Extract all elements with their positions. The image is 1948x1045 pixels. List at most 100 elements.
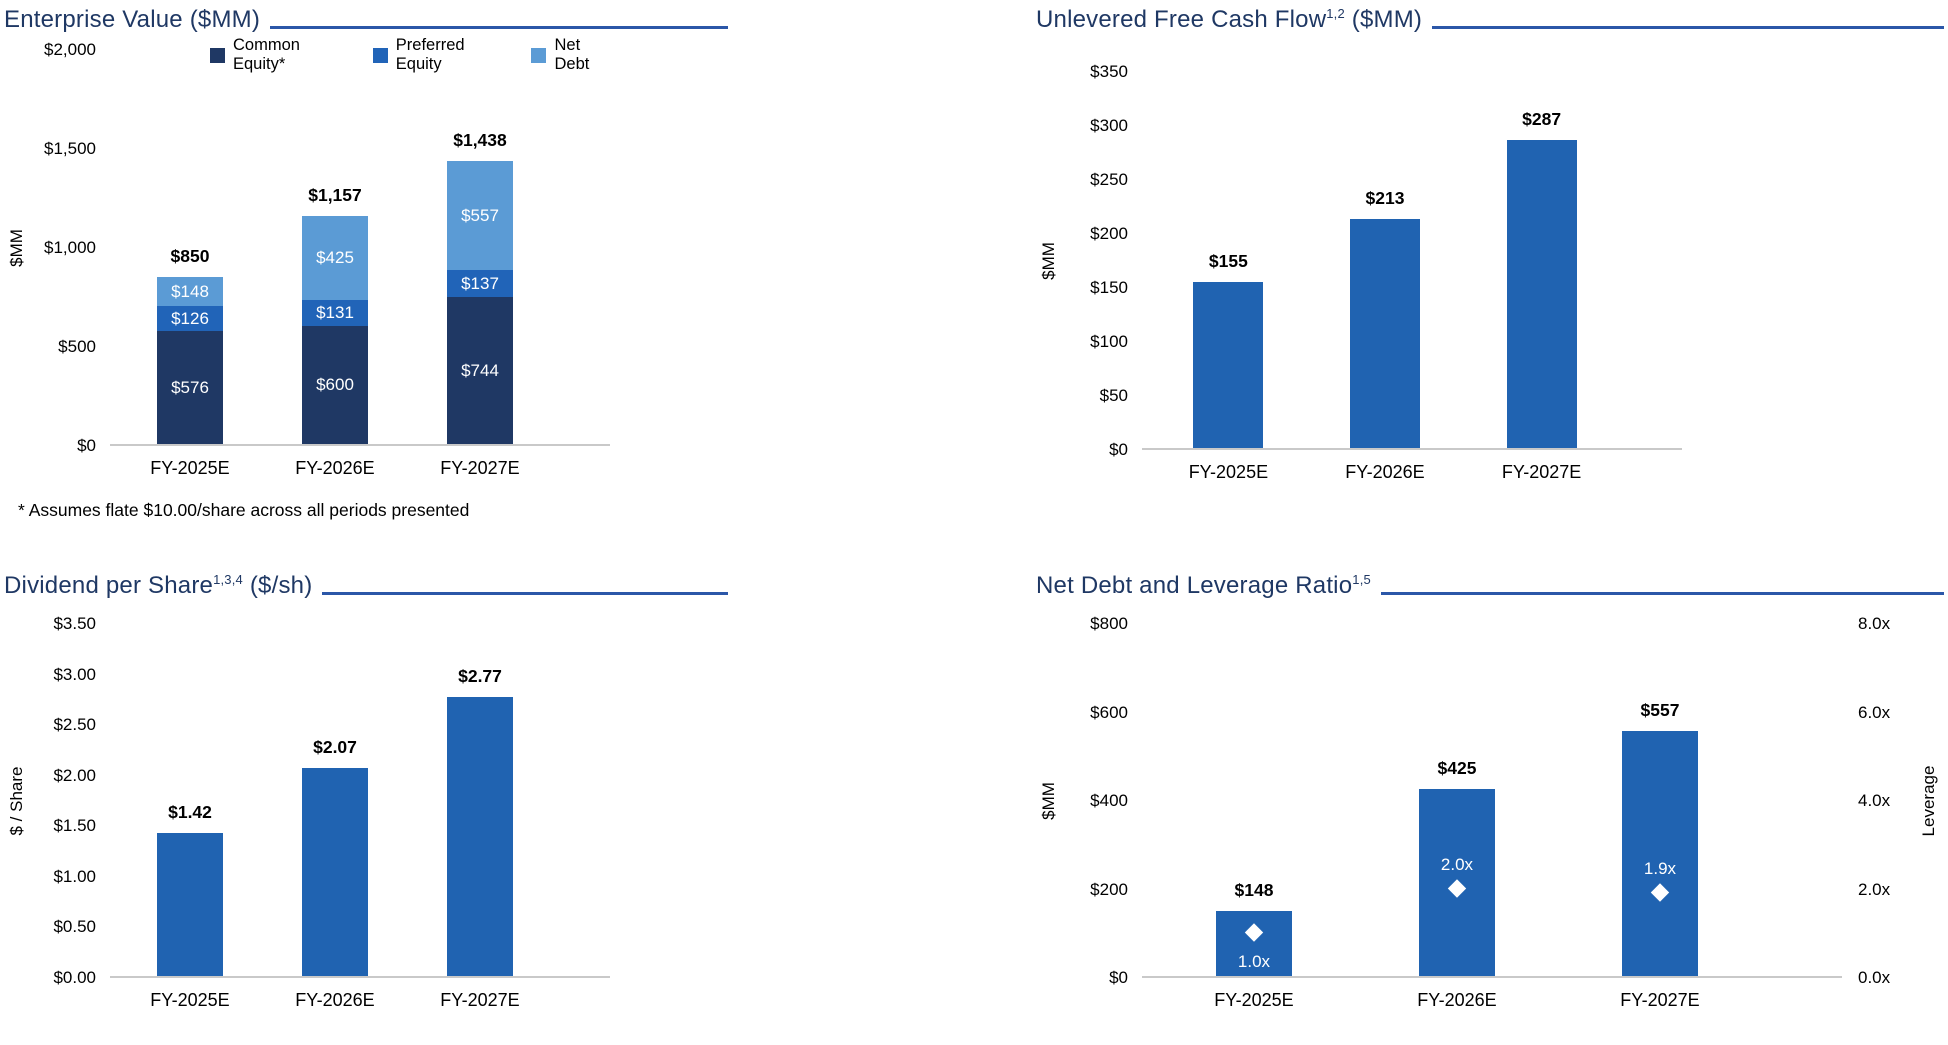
x-tick-label: FY-2025E	[150, 990, 230, 1010]
bar-value-label: $2.07	[313, 736, 357, 757]
title-text: Net Debt and Leverage Ratio	[1036, 572, 1353, 599]
bar-segment-preferred-equity: $126	[157, 305, 223, 331]
bar-segment-preferred-equity: $131	[302, 299, 368, 326]
x-axis-labels: FY-2025E FY-2026E FY-2027E	[110, 458, 610, 488]
y-tick-label: $500	[58, 337, 96, 356]
bar-segment-common-equity: $576	[157, 330, 223, 444]
y-tick-label: $400	[1090, 791, 1128, 810]
bar-value-label: $148	[1234, 879, 1274, 900]
y-tick-label: $800	[1090, 614, 1128, 633]
title-text: ($/sh)	[242, 572, 313, 599]
y-tick-label: $1,500	[44, 139, 96, 158]
chart-title-row: Dividend per Share1,3,4 ($/sh)	[4, 572, 728, 600]
secondary-y-axis-label: Leverage	[1916, 624, 1942, 978]
marker-value-label: 2.0x	[1440, 855, 1474, 874]
x-axis-labels: FY-2025E FY-2026E FY-2027E	[1142, 990, 1842, 1020]
title-underline	[1380, 592, 1944, 595]
segment-value-label: $137	[461, 274, 499, 294]
total-value-label: $1,157	[308, 185, 362, 206]
segment-value-label: $148	[171, 281, 209, 301]
y-tick-label: $0	[77, 436, 96, 455]
bar-segment-net-debt: $425	[302, 216, 368, 300]
legend-item: Preferred Equity	[372, 36, 500, 74]
title-text: Enterprise Value ($MM)	[4, 6, 261, 33]
x-tick-label: FY-2027E	[440, 458, 520, 478]
secondary-y-axis-label-text: Leverage	[1919, 765, 1938, 837]
bar-value-label: $2.77	[458, 666, 502, 687]
plot-area: $155 $213 $287	[1142, 72, 1682, 450]
bar-value-label: $213	[1365, 188, 1405, 209]
plot-row: $MM $800 $600 $400 $200 $0 $148 1.0x $425 2.0x $55…	[1036, 614, 1944, 1020]
y-tick-label: $1,000	[44, 238, 96, 257]
y-tick-label: $0.50	[53, 917, 96, 937]
y-axis-ticks: $2,000 $1,500 $1,000 $500 $0	[30, 40, 110, 455]
stacked-bar: $148 $126 $576	[157, 276, 223, 444]
legend-swatch-net-debt	[531, 47, 547, 63]
title-underline	[322, 592, 728, 595]
marker-value-label: 1.0x	[1237, 952, 1271, 971]
segment-value-label: $576	[171, 377, 209, 397]
y-axis-ticks: $350 $300 $250 $200 $150 $100 $50 $0	[1062, 62, 1142, 459]
secondary-y-tick-label: 4.0x	[1858, 791, 1891, 810]
stacked-bar: $425 $131 $600	[302, 216, 368, 444]
bar-segment-preferred-equity: $137	[447, 270, 513, 298]
y-tick-label: $250	[1090, 170, 1128, 189]
y-tick-label: $150	[1090, 278, 1128, 297]
plot-row: $MM $350 $300 $250 $200 $150 $100 $50 $0 $155 $213…	[1036, 62, 1944, 492]
y-tick-label: $300	[1090, 116, 1128, 135]
segment-value-label: $126	[171, 308, 209, 328]
bar	[1506, 139, 1577, 448]
x-axis-labels: FY-2025E FY-2026E FY-2027E	[1142, 462, 1682, 492]
title-text: ($MM)	[1344, 6, 1423, 33]
marker-value-label: 1.9x	[1643, 859, 1677, 879]
y-tick-label: $0	[1109, 968, 1128, 987]
chart-title-row: Enterprise Value ($MM)	[4, 6, 728, 34]
secondary-y-axis-ticks: 8.0x 6.0x 4.0x 2.0x 0.0x	[1842, 614, 1916, 987]
bar-segment-net-debt: $557	[447, 160, 513, 271]
legend-swatch-preferred-equity	[372, 47, 388, 63]
bar	[1350, 219, 1420, 448]
y-tick-label: $0	[1109, 440, 1128, 459]
title-superscript: 1,5	[1352, 572, 1371, 587]
chart-panel-dividend-per-share: Dividend per Share1,3,4 ($/sh) $ / Share $…	[4, 572, 728, 1020]
secondary-y-tick-label: 8.0x	[1858, 614, 1891, 633]
bar-value-label: $425	[1437, 758, 1477, 778]
y-tick-label: $200	[1090, 879, 1128, 899]
segment-value-label: $744	[461, 361, 499, 381]
y-tick-label: $100	[1090, 332, 1128, 351]
plot-wrap: Common Equity* Preferred Equity Net Debt $1…	[110, 36, 610, 488]
plot-wrap: $1.42 $2.07 $2.77 FY-2025E FY-2026E FY-2027E	[110, 624, 610, 1020]
x-tick-label: FY-2026E	[1417, 990, 1497, 1010]
y-axis-label-text: $ / Share	[7, 766, 26, 836]
title-underline	[270, 26, 728, 29]
footnote: * Assumes flate $10.00/share across all …	[18, 500, 470, 520]
plot-row: $ / Share $3.50 $3.00 $2.50 $2.00 $1.50 $1.00 $…	[4, 614, 728, 1020]
x-tick-label: FY-2027E	[440, 990, 520, 1010]
y-tick-label: $0.00	[53, 968, 96, 987]
secondary-y-tick-label: 2.0x	[1858, 879, 1891, 899]
x-tick-label: FY-2026E	[1345, 462, 1425, 482]
y-axis-label-text: $MM	[7, 229, 26, 267]
x-tick-label: FY-2026E	[295, 458, 375, 478]
secondary-y-tick-label: 0.0x	[1858, 968, 1891, 987]
y-axis-ticks: $800 $600 $400 $200 $0	[1062, 614, 1142, 987]
plot-area: Common Equity* Preferred Equity Net Debt $1…	[110, 36, 610, 446]
x-axis-labels: FY-2025E FY-2026E FY-2027E	[110, 990, 610, 1020]
chart-panel-net-debt-leverage: Net Debt and Leverage Ratio1,5 $MM $800 $60…	[1036, 572, 1944, 1020]
y-axis-label-text: $MM	[1039, 242, 1058, 280]
y-tick-label: $3.50	[53, 614, 96, 633]
y-tick-label: $3.00	[53, 664, 96, 684]
chart-title-row: Unlevered Free Cash Flow1,2 ($MM)	[1036, 6, 1944, 34]
legend-item: Net Debt	[531, 36, 610, 74]
legend-item: Common Equity*	[210, 36, 341, 74]
bar-value-label: $557	[1640, 699, 1680, 720]
bar	[1622, 730, 1698, 976]
y-tick-label: $600	[1090, 702, 1128, 722]
plot-wrap: $148 1.0x $425 2.0x $557 1.9x FY-2025E FY-2026E…	[1142, 624, 1842, 1020]
x-tick-label: FY-2025E	[1214, 990, 1294, 1010]
bar	[1216, 910, 1292, 976]
legend-label: Preferred Equity	[395, 36, 465, 73]
y-tick-label: $2.00	[53, 765, 96, 785]
chart-title: Dividend per Share1,3,4 ($/sh)	[4, 572, 312, 600]
